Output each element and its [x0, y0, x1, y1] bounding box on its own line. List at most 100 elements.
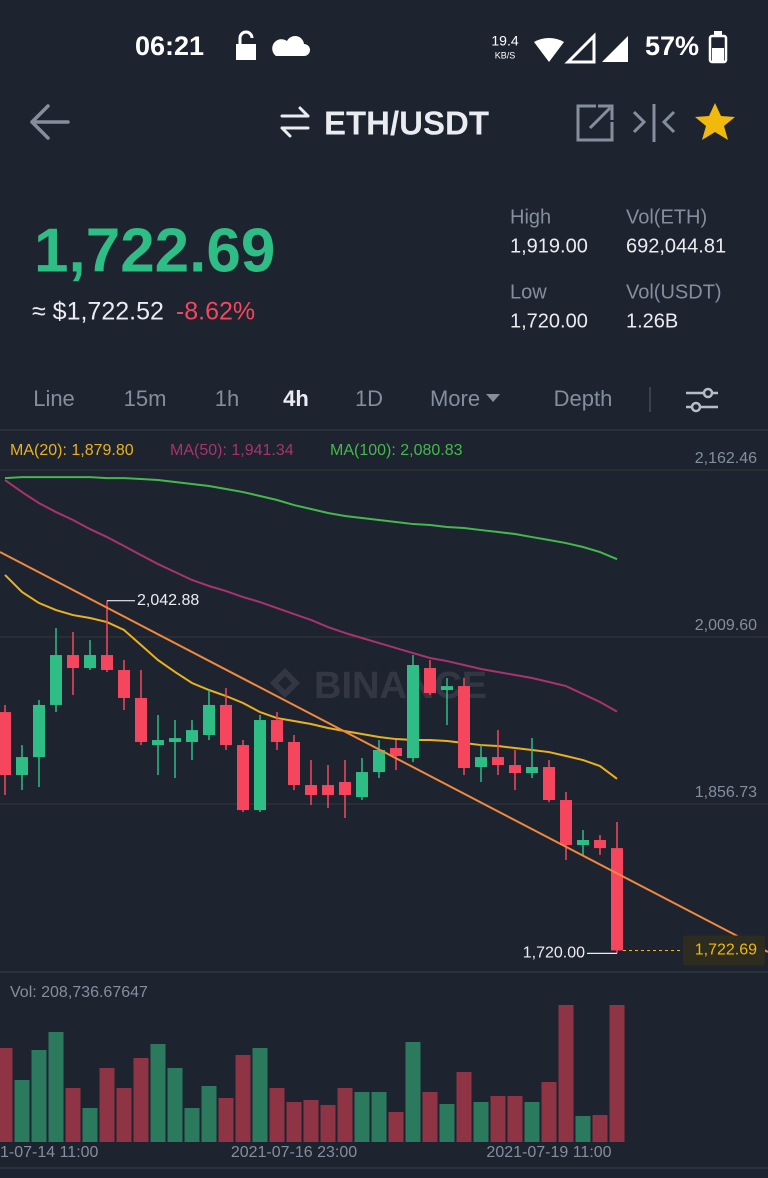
lock-icon — [236, 30, 256, 60]
share-button[interactable] — [576, 104, 614, 142]
volume-bar — [422, 1092, 438, 1142]
signal-icon — [602, 36, 628, 62]
volume-bar — [31, 1050, 47, 1142]
tab[interactable]: 4h — [283, 386, 309, 411]
volume-bar — [439, 1103, 455, 1142]
back-button[interactable] — [30, 104, 70, 140]
volume-bar — [235, 1055, 251, 1142]
volume-bar — [286, 1102, 302, 1142]
candle-body — [322, 785, 334, 795]
candle-body — [237, 745, 249, 811]
volume-bar — [558, 1005, 574, 1142]
stat-label: High — [510, 206, 551, 228]
candle-body — [152, 740, 164, 746]
status-time: 06:21 — [135, 31, 204, 61]
candle-body — [0, 712, 11, 775]
candle-body — [492, 757, 504, 766]
stat-value: 1,720.00 — [510, 310, 588, 332]
candle-body — [186, 730, 198, 743]
candle-body — [458, 686, 470, 769]
trend-line — [0, 551, 768, 953]
y-tick-label: 2,009.60 — [695, 617, 757, 634]
candle-body — [543, 767, 555, 801]
candle-body — [390, 748, 402, 756]
net-unit: KB/S — [495, 50, 516, 60]
candle-body — [118, 670, 130, 698]
ma-line — [4, 479, 618, 713]
candle-body — [271, 720, 283, 743]
stat-label: Vol(USDT) — [626, 281, 722, 303]
candle-body — [305, 785, 317, 795]
overlay: 2,162.46 2,009.60 1,856.73 1-07-14 11:00 202… — [0, 442, 765, 1161]
candle-body — [611, 848, 623, 951]
candle-body — [509, 765, 521, 774]
volume-bar — [82, 1108, 98, 1142]
volume-bar — [609, 1004, 625, 1142]
volume-bar — [575, 1115, 591, 1142]
volume-bar — [473, 1102, 489, 1142]
candle-body — [373, 749, 385, 773]
candle-body — [101, 655, 113, 671]
max-label: 2,042.88 — [137, 592, 199, 609]
tab[interactable]: 15m — [124, 386, 167, 411]
swap-icon[interactable] — [280, 106, 310, 138]
volume-bar — [371, 1092, 387, 1142]
candle-body — [33, 704, 45, 758]
favorite-star[interactable] — [695, 103, 735, 140]
volume-bar — [354, 1092, 370, 1142]
volume-bar — [405, 1041, 421, 1142]
candle-body — [407, 664, 419, 759]
volume-bar — [150, 1043, 166, 1142]
stat-label: Vol(ETH) — [626, 206, 707, 228]
volume-bar — [167, 1068, 183, 1142]
volume-bar — [201, 1085, 217, 1142]
y-tick-label: 1,856.73 — [695, 784, 757, 801]
tab[interactable]: Depth — [554, 386, 613, 411]
candle-body — [339, 781, 351, 795]
stat-label: Low — [510, 281, 547, 303]
volume-bar — [541, 1082, 557, 1142]
volume-bar — [592, 1115, 608, 1142]
volume-bar — [456, 1072, 472, 1142]
last-price: 1,722.69 — [34, 216, 275, 285]
candle-body — [254, 720, 266, 811]
volume-bar — [133, 1058, 149, 1142]
candle-body — [169, 738, 181, 743]
min-label: 1,720.00 — [523, 945, 585, 962]
y-tick-label: 2,162.46 — [695, 450, 757, 467]
candle-body — [220, 704, 232, 746]
tab[interactable]: 1D — [355, 386, 383, 411]
volume-bar — [252, 1048, 268, 1142]
battery-level: 57% — [645, 31, 699, 61]
candle-body — [84, 655, 96, 669]
signal-icon — [564, 32, 596, 64]
ma-legend: MA(20): 1,879.80 — [10, 442, 134, 459]
tab[interactable]: Line — [33, 386, 75, 411]
x-tick-label: 2021-07-16 23:00 — [231, 1144, 357, 1161]
volume-bar — [303, 1100, 319, 1142]
volume-bar — [388, 1112, 404, 1142]
volume-legend: Vol: 208,736.67647 — [10, 984, 148, 1001]
stat-value: 1.26B — [626, 310, 678, 332]
volume-bar — [116, 1088, 132, 1142]
candle-body — [288, 742, 300, 786]
volume-bar — [184, 1108, 200, 1142]
settings-button[interactable] — [686, 387, 718, 413]
volume-bar — [337, 1088, 353, 1142]
usd-price: ≈ $1,722.52 — [32, 298, 164, 326]
candle-body — [50, 655, 62, 705]
compare-button[interactable] — [632, 104, 676, 142]
net-speed: 19.4 — [491, 33, 518, 49]
candle-body — [203, 704, 215, 736]
volume-bar — [524, 1102, 540, 1142]
pair-title: ETH/USDT — [324, 105, 489, 142]
candle-body — [441, 686, 453, 691]
tab[interactable]: 1h — [215, 386, 239, 411]
candle-body — [16, 757, 28, 775]
volume-bar — [65, 1088, 81, 1142]
tab[interactable]: More — [430, 386, 480, 411]
